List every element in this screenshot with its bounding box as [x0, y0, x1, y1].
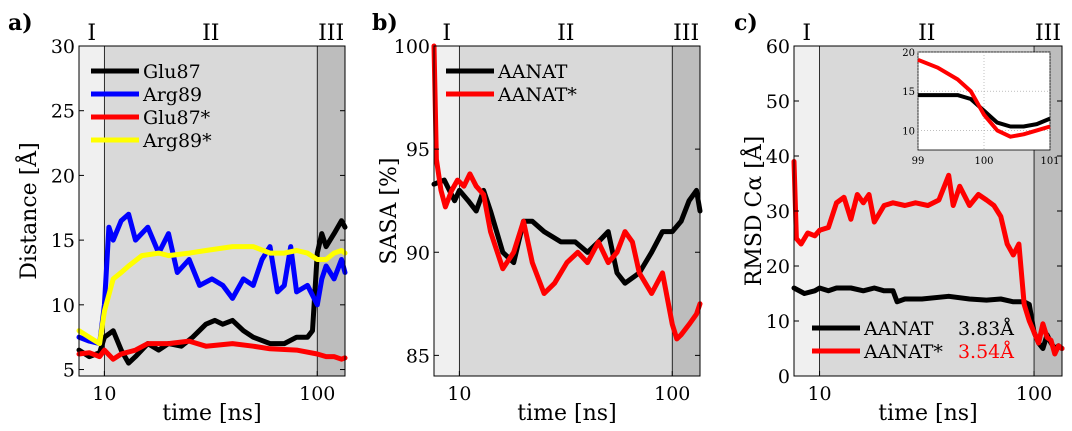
series-line-1: [76, 218, 348, 366]
inset-y-tick-label: 15: [902, 87, 915, 98]
y-axis-label: Distance [Å]: [14, 142, 42, 279]
x-tick-label: 100: [1016, 383, 1052, 405]
series-line-2: [791, 159, 1065, 357]
x-axis-label: time [ns]: [162, 401, 261, 426]
inset-series-line-1: [918, 93, 1051, 129]
inset-x-tick-label: 100: [974, 156, 993, 167]
region-2-shade: [459, 46, 673, 376]
y-tick-label: 100: [394, 36, 430, 58]
series-line-2: [76, 211, 348, 347]
legend-label-4: Arg89*: [142, 130, 212, 152]
series-line-1: [791, 285, 1065, 351]
y-axis-label: SASA [%]: [377, 158, 402, 265]
series-line-2: [431, 43, 703, 342]
inset-x-tick-label: 99: [912, 156, 925, 167]
y-tick-label: 0: [778, 366, 790, 388]
inset-y-tick-label: 20: [902, 48, 915, 59]
region-label: I: [442, 21, 451, 46]
region-label: III: [1035, 21, 1061, 46]
rmsd-annotation-1: 3.83Å: [958, 318, 1014, 340]
region-3-shade: [317, 46, 345, 376]
y-tick-label: 5: [63, 360, 75, 382]
y-tick-label: 60: [766, 36, 790, 58]
y-tick-label: 15: [51, 230, 75, 252]
inset-y-tick-label: 10: [902, 126, 915, 137]
legend-label-3: Glu87*: [143, 107, 211, 129]
legend-label-1: AANAT: [863, 318, 934, 340]
y-tick-label: 10: [51, 295, 75, 317]
y-tick-label: 90: [406, 242, 430, 264]
x-tick-label: 100: [299, 383, 335, 405]
plot-frame: [433, 45, 701, 377]
x-tick-label: 10: [807, 383, 831, 405]
legend-label-1: Glu87: [143, 61, 201, 83]
panel-label: c): [734, 10, 758, 36]
x-tick-label: 10: [92, 383, 116, 405]
y-tick-label: 30: [766, 201, 790, 223]
region-label: II: [918, 21, 935, 46]
y-tick-label: 25: [51, 101, 75, 123]
series-line-3: [76, 338, 348, 362]
y-tick-label: 30: [51, 36, 75, 58]
legend-label-1: AANAT: [497, 61, 568, 83]
region-1-shade: [434, 46, 460, 376]
y-tick-label: 95: [406, 139, 430, 161]
series-line-1: [431, 177, 703, 286]
rmsd-annotation-2: 3.54Å: [958, 341, 1014, 363]
y-tick-label: 85: [406, 345, 430, 367]
y-tick-label: 10: [766, 311, 790, 333]
legend-label-2: Arg89: [142, 84, 202, 106]
y-tick-label: 20: [51, 165, 75, 187]
region-label: II: [557, 21, 574, 46]
region-label: III: [318, 21, 344, 46]
panel-label: b): [372, 10, 398, 36]
y-tick-label: 20: [766, 256, 790, 278]
region-label: I: [802, 21, 811, 46]
region-label: I: [87, 21, 96, 46]
x-axis-label: time [ns]: [878, 401, 977, 426]
legend-label-2: AANAT*: [497, 84, 577, 106]
y-tick-label: 50: [766, 91, 790, 113]
panel-label: a): [8, 10, 33, 36]
x-tick-label: 10: [447, 383, 471, 405]
x-tick-label: 100: [654, 383, 690, 405]
region-label: III: [673, 21, 699, 46]
y-axis-label: RMSD Cα [Å]: [739, 136, 767, 287]
inset-chart: 99 100 101 10 15 20: [902, 48, 1059, 167]
series-line-4: [76, 244, 348, 347]
region-label: II: [202, 21, 219, 46]
x-axis-label: time [ns]: [517, 401, 616, 426]
inset-series-line-2: [917, 57, 1051, 139]
plot-frame: [78, 45, 346, 377]
y-tick-label: 40: [766, 146, 790, 168]
legend-label-2: AANAT*: [863, 341, 943, 363]
inset-x-tick-label: 101: [1040, 156, 1059, 167]
